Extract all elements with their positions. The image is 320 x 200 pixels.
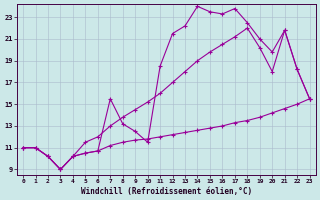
X-axis label: Windchill (Refroidissement éolien,°C): Windchill (Refroidissement éolien,°C) xyxy=(81,187,252,196)
